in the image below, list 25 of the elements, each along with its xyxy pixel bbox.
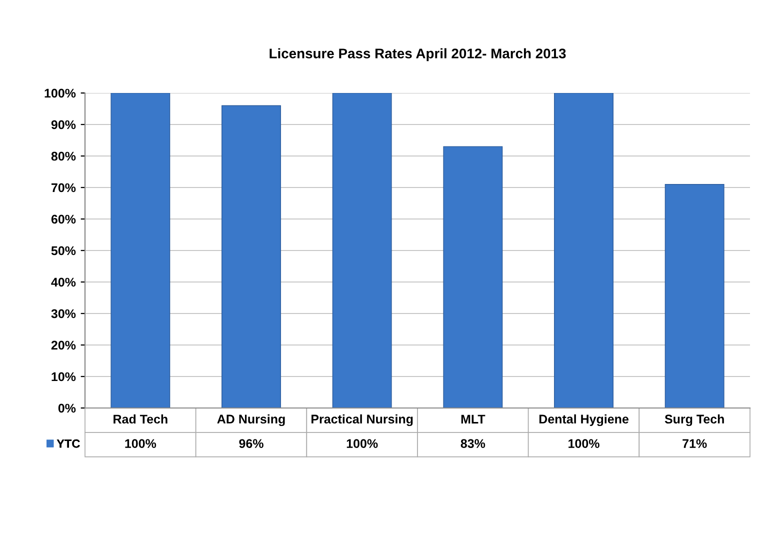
y-tick-label: 60%: [51, 214, 76, 224]
data-label: 71%: [682, 439, 707, 448]
data-label: 83%: [460, 439, 486, 448]
x-tick-label: Dental Hygiene: [539, 414, 628, 426]
y-tick-label: 40%: [51, 278, 76, 287]
y-tick-label: 20%: [51, 340, 76, 350]
data-label: 100%: [125, 439, 156, 448]
x-tick-label: Rad Tech: [114, 414, 168, 424]
data-label: 100%: [568, 439, 600, 448]
y-tick-label: 80%: [51, 152, 76, 161]
y-tick-label: 0%: [58, 404, 76, 413]
y-tick-label: 70%: [51, 183, 76, 192]
x-tick-label: AD Nursing: [217, 414, 285, 426]
y-tick-label: 90%: [51, 120, 76, 130]
y-tick-label: 10%: [52, 372, 76, 382]
x-tick-label: Practical Nursing: [312, 414, 413, 426]
y-tick-label: 100%: [44, 88, 76, 98]
y-tick-label: 50%: [51, 246, 76, 256]
data-label: 100%: [346, 439, 378, 448]
data-label: 96%: [239, 439, 264, 448]
x-tick-label: Surg Tech: [664, 414, 724, 426]
x-tick-label: MLT: [461, 414, 486, 424]
legend-label: YTC: [56, 439, 80, 448]
y-tick-label: 30%: [51, 309, 76, 318]
chart-title: Licensure Pass Rates April 2012- March 2013: [270, 48, 566, 62]
